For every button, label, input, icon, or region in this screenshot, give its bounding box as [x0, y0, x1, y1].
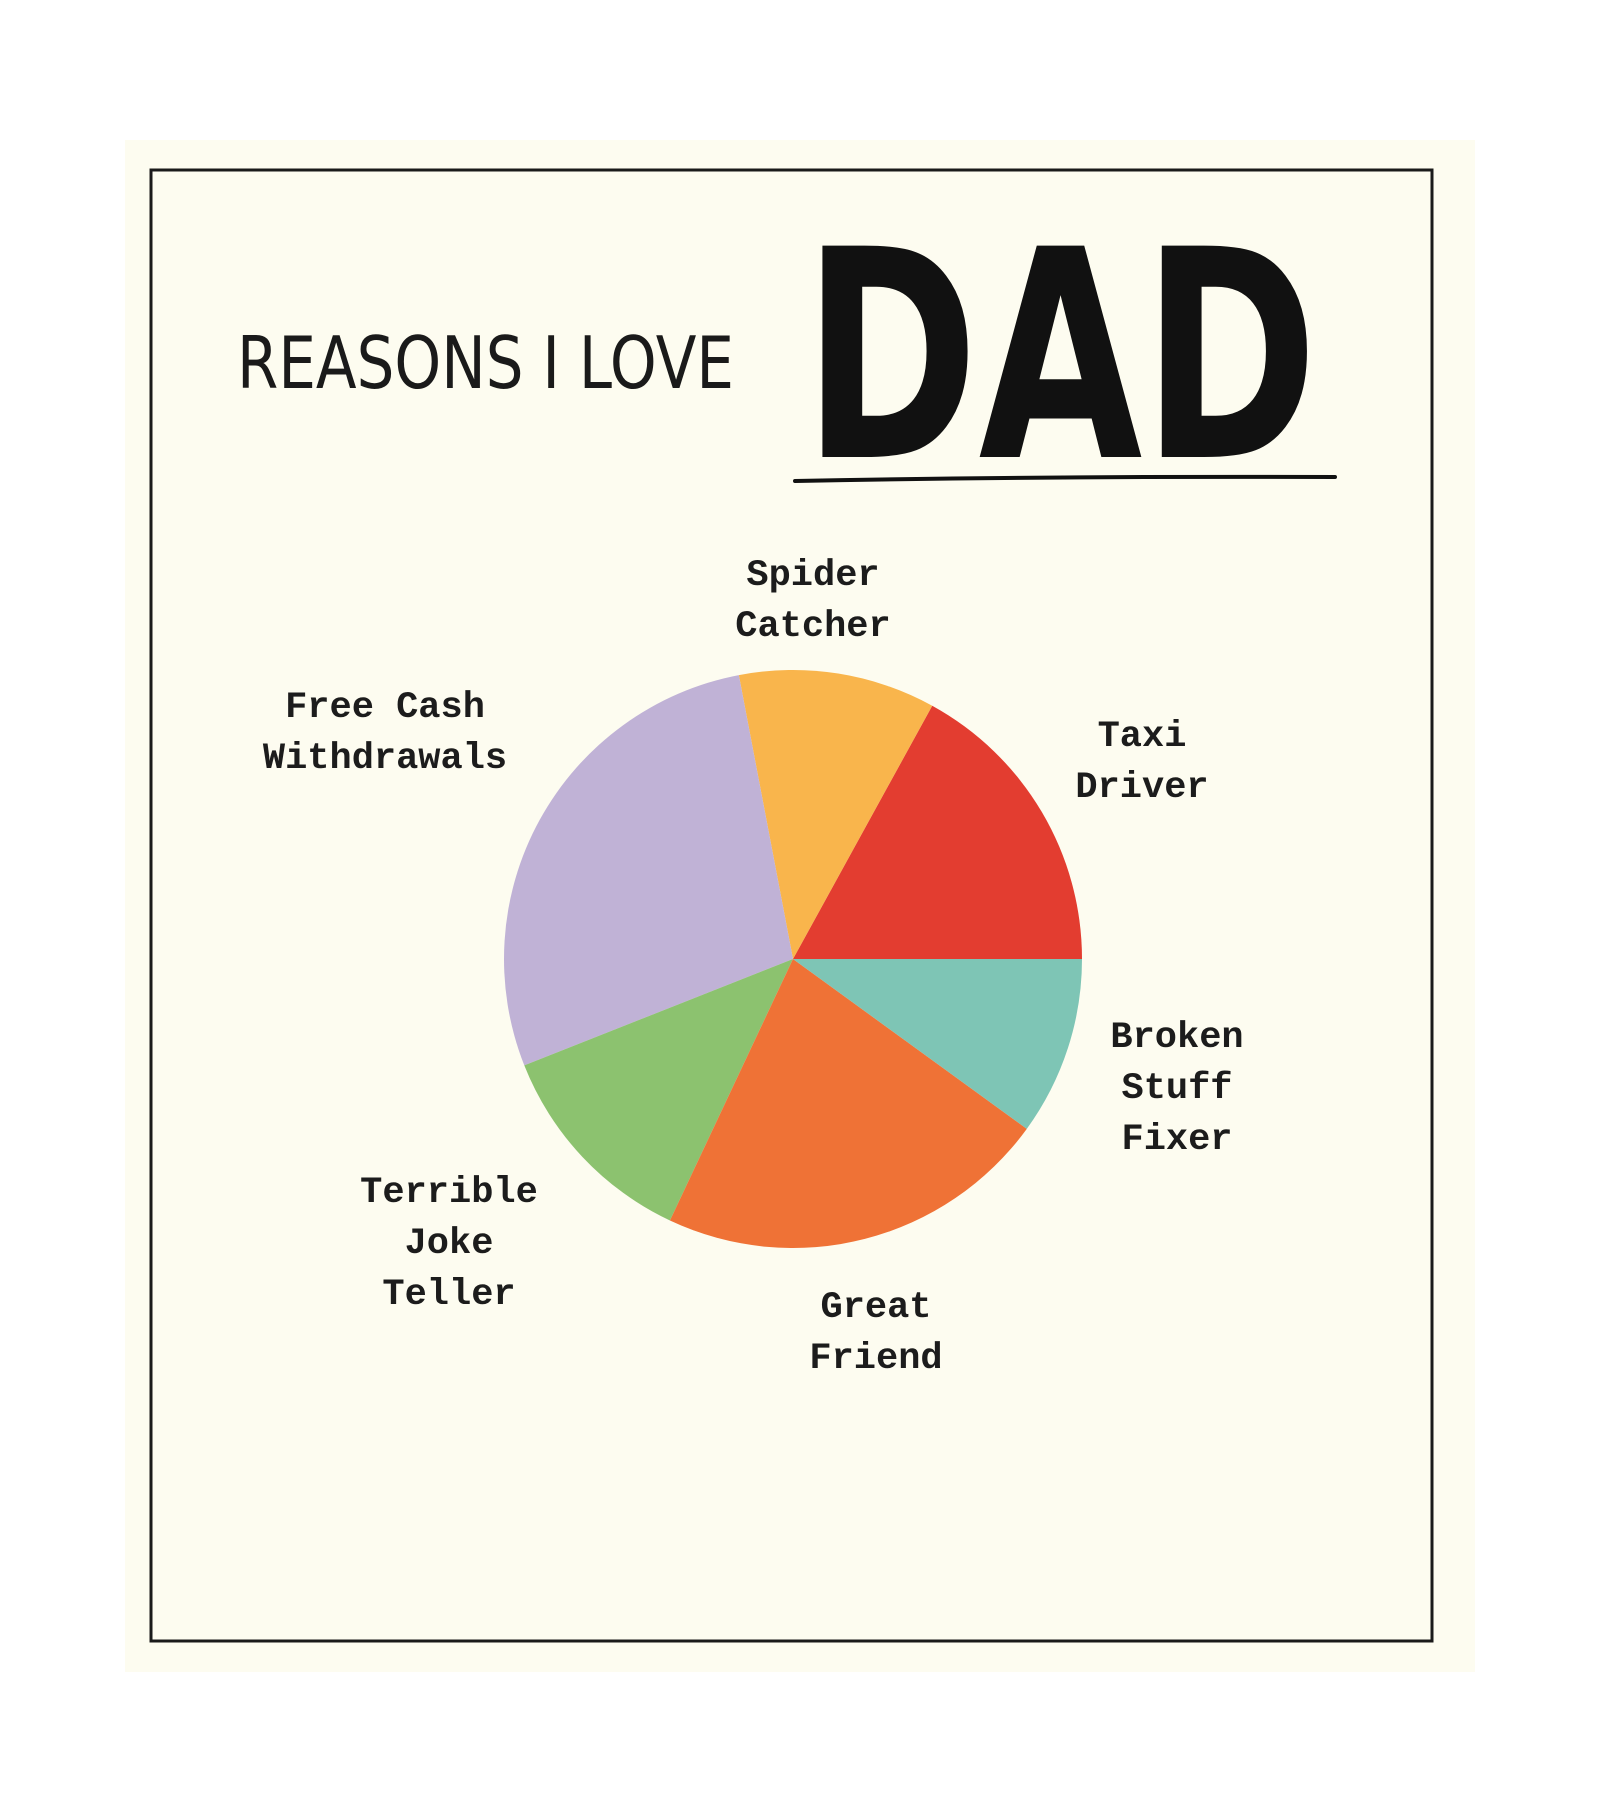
pie-slice	[504, 675, 793, 1066]
pie-chart: Taxi Driver Spider Catcher Free Cash Withdraw…	[263, 555, 1244, 1380]
pie-slice	[524, 959, 793, 1221]
slice-label: Terrible Joke Teller	[360, 1172, 538, 1316]
pie-slice	[793, 959, 1082, 1129]
slice-label: Free Cash Withdrawals	[263, 687, 507, 780]
slice-label: Broken Stuff Fixer	[1110, 1017, 1243, 1161]
card-border	[149, 168, 1434, 1643]
slice-label: Great Friend	[809, 1287, 942, 1380]
pie-slice	[738, 670, 933, 959]
slice-label: Spider Catcher	[735, 555, 890, 648]
title-underline	[793, 474, 1337, 483]
slice-label: Taxi Driver	[1075, 716, 1208, 809]
pie-slice	[669, 959, 1027, 1248]
pie-slice	[793, 705, 1082, 959]
chart-title: REASONS I LOVE	[237, 321, 734, 405]
chart-subject: DAD	[803, 189, 1318, 526]
